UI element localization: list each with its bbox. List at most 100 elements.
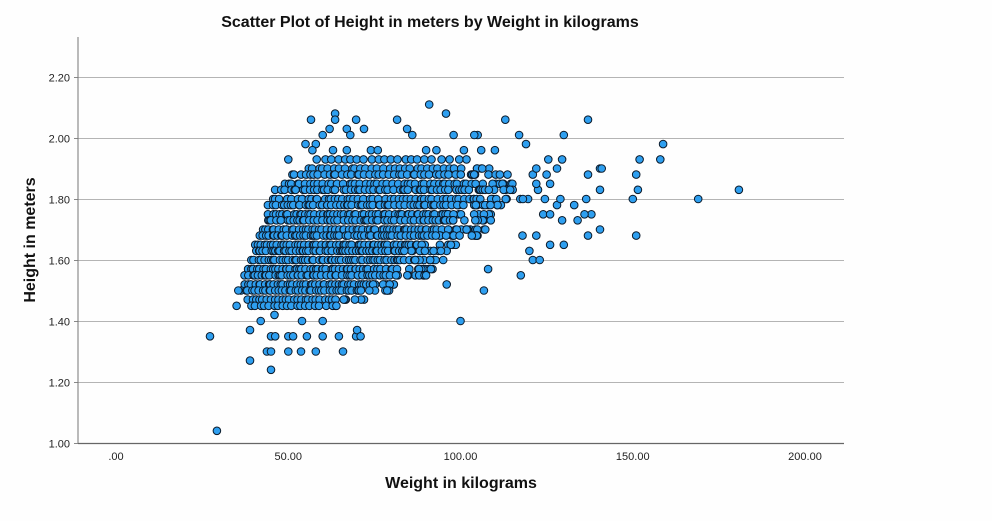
data-point xyxy=(454,155,464,164)
data-point xyxy=(442,280,452,289)
data-point xyxy=(448,216,458,225)
data-point xyxy=(467,231,477,240)
data-point xyxy=(464,185,474,195)
data-point xyxy=(297,316,307,326)
data-point xyxy=(266,347,276,356)
data-point xyxy=(628,194,638,204)
data-point xyxy=(432,145,441,155)
data-point xyxy=(595,185,605,195)
data-point xyxy=(455,231,464,240)
data-point xyxy=(382,286,392,295)
data-point xyxy=(291,185,300,195)
data-point xyxy=(245,356,255,365)
data-point xyxy=(270,310,279,320)
data-point xyxy=(471,200,481,210)
data-point xyxy=(312,155,322,164)
data-point xyxy=(459,145,469,155)
data-point xyxy=(542,170,551,179)
data-point xyxy=(318,130,328,140)
data-point xyxy=(470,130,479,140)
data-point xyxy=(477,164,487,173)
data-point xyxy=(545,210,555,219)
y-axis-ticks: 1.00 1.20 1.40 1.60 1.80 2.00 2.20 xyxy=(49,73,70,451)
data-point xyxy=(516,271,526,280)
data-point xyxy=(438,255,448,265)
x-axis-ticks: .00 50.00 100.00 150.00 200.00 xyxy=(108,451,821,463)
data-point xyxy=(514,130,524,140)
data-point xyxy=(392,115,402,124)
x-axis-label: Weight in kilograms xyxy=(385,475,537,492)
data-point xyxy=(595,225,605,234)
y-tick-label: 1.00 xyxy=(49,439,70,451)
data-point xyxy=(212,426,222,436)
data-point xyxy=(559,240,569,250)
data-point xyxy=(462,155,471,164)
data-point xyxy=(459,200,468,210)
data-point xyxy=(521,139,531,149)
data-point xyxy=(338,347,348,356)
data-point xyxy=(288,332,298,341)
gridlines xyxy=(74,77,844,444)
data-point xyxy=(410,255,420,265)
data-point xyxy=(557,216,567,225)
data-point xyxy=(559,130,569,140)
data-point xyxy=(583,231,593,240)
data-point xyxy=(234,286,243,295)
data-point xyxy=(495,170,505,179)
data-point xyxy=(429,246,438,256)
data-point xyxy=(441,231,451,240)
data-point xyxy=(597,164,607,173)
data-point xyxy=(412,155,422,164)
data-point xyxy=(490,145,500,155)
data-point xyxy=(270,332,280,341)
data-point xyxy=(330,170,340,179)
data-point xyxy=(545,240,555,250)
data-point xyxy=(569,200,579,210)
data-point xyxy=(471,216,480,225)
data-point xyxy=(332,301,341,311)
x-tick-label: 50.00 xyxy=(274,451,302,463)
data-point xyxy=(545,179,555,189)
data-point xyxy=(540,194,550,204)
data-point xyxy=(583,170,593,179)
data-point xyxy=(391,271,401,280)
data-point xyxy=(556,194,565,204)
data-point xyxy=(426,264,436,274)
data-point xyxy=(301,139,310,149)
y-tick-label: 2.20 xyxy=(49,73,70,85)
data-point xyxy=(518,231,527,240)
data-point xyxy=(573,216,582,225)
data-point xyxy=(552,164,562,173)
y-tick-label: 2.00 xyxy=(49,134,70,146)
data-point xyxy=(483,264,493,274)
data-point xyxy=(476,145,486,155)
data-point xyxy=(334,332,344,341)
y-tick-label: 1.60 xyxy=(49,256,70,268)
data-point xyxy=(493,200,502,210)
data-point xyxy=(658,139,668,149)
x-tick-label: 150.00 xyxy=(616,451,650,463)
data-point xyxy=(441,109,451,118)
data-point xyxy=(462,225,471,234)
data-point xyxy=(518,194,528,204)
data-point xyxy=(444,185,453,195)
data-point xyxy=(403,185,413,195)
data-point xyxy=(314,301,324,311)
data-point xyxy=(256,316,266,326)
data-point xyxy=(505,185,515,195)
data-point xyxy=(284,155,293,164)
data-point xyxy=(535,255,545,265)
data-point xyxy=(437,155,446,164)
data-point xyxy=(525,246,534,256)
data-point xyxy=(581,194,591,204)
data-point xyxy=(486,216,496,225)
data-point xyxy=(408,130,417,140)
data-point xyxy=(445,155,454,164)
data-point xyxy=(350,295,360,304)
data-point xyxy=(484,170,493,179)
data-point xyxy=(481,225,490,234)
data-point xyxy=(431,231,441,240)
data-point xyxy=(339,295,349,304)
x-tick-label: 200.00 xyxy=(788,451,822,463)
